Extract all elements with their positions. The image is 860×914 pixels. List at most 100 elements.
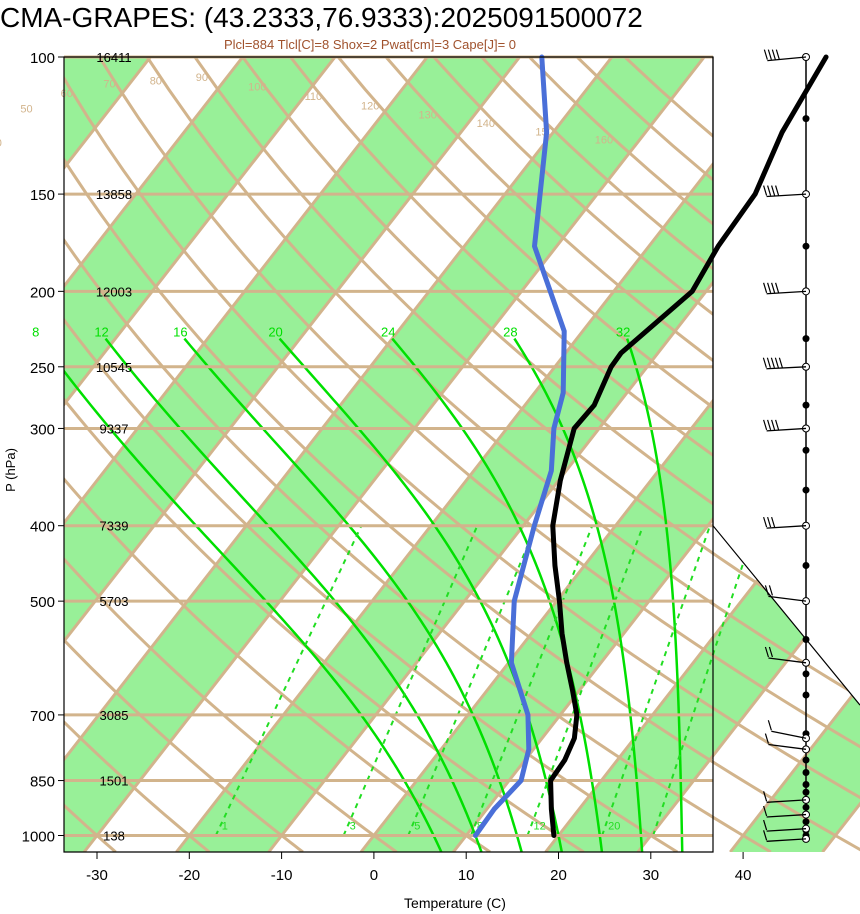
height-label: 16411 bbox=[96, 50, 131, 65]
wind-barb-feather bbox=[763, 282, 768, 293]
dry-adiabat-label: 140 bbox=[477, 118, 495, 130]
chart-title: CMA-GRAPES: (43.2333,76.9333):2025091500… bbox=[0, 2, 643, 33]
isotherm-band bbox=[64, 57, 520, 852]
wind-level-dot bbox=[802, 788, 810, 796]
y-tick-label: 500 bbox=[30, 594, 55, 611]
height-label: 3085 bbox=[100, 708, 129, 723]
dry-adiabat-label: 110 bbox=[305, 91, 323, 103]
mixing-ratio-label: 20 bbox=[608, 821, 620, 833]
wind-level-dot bbox=[802, 781, 810, 789]
moist-adiabat-label: 12 bbox=[94, 325, 108, 340]
wind-barb bbox=[766, 427, 807, 432]
mixing-ratio-label: 5 bbox=[414, 821, 420, 833]
moist-adiabat-label: 8 bbox=[32, 325, 39, 340]
dry-adiabat-label: 60 bbox=[61, 88, 73, 100]
wind-barb bbox=[768, 657, 807, 664]
height-label: 5703 bbox=[100, 594, 129, 609]
mixing-ratio-label: 3 bbox=[350, 821, 356, 833]
dry-adiabat-label: 80 bbox=[150, 75, 162, 87]
wind-barb-feather bbox=[775, 419, 780, 431]
dry-adiabat-label: 90 bbox=[196, 72, 208, 84]
wind-barb bbox=[768, 595, 807, 602]
wind-barb-feather bbox=[763, 805, 768, 817]
wind-barb-feather bbox=[763, 49, 768, 60]
wind-barb-feather bbox=[771, 185, 776, 196]
plot-frame bbox=[63, 56, 714, 853]
x-tick-label: -30 bbox=[86, 867, 108, 884]
wind-barb-feather bbox=[768, 585, 773, 596]
wind-barb bbox=[766, 799, 807, 803]
y-tick-label: 850 bbox=[30, 774, 55, 791]
height-label: 138 bbox=[103, 829, 125, 844]
wind-barb-feather bbox=[767, 282, 772, 293]
wind-barb bbox=[766, 525, 807, 529]
moist-adiabat bbox=[104, 337, 483, 852]
y-tick-label: 100 bbox=[30, 50, 55, 67]
y-axis-label: P (hPa) bbox=[3, 448, 18, 492]
moist-adiabat-label: 16 bbox=[173, 325, 187, 340]
isotherm-line bbox=[64, 57, 429, 852]
wind-barb-feather bbox=[764, 585, 769, 596]
isotherm-line bbox=[82, 57, 706, 852]
temperature-line bbox=[548, 54, 829, 839]
wind-level-dot bbox=[802, 401, 810, 409]
y-tick-label: 1000 bbox=[22, 829, 55, 846]
wind-barb-feather bbox=[771, 419, 776, 431]
isotherm-band bbox=[64, 57, 336, 852]
dry-adiabat bbox=[64, 57, 211, 852]
x-tick-label: 20 bbox=[550, 867, 567, 884]
wind-barb bbox=[766, 828, 807, 832]
dry-adiabat bbox=[64, 57, 860, 852]
x-tick-label: 40 bbox=[735, 867, 752, 884]
dry-adiabat bbox=[64, 57, 398, 852]
isotherm-line bbox=[729, 57, 860, 852]
wind-barb bbox=[771, 730, 807, 739]
wind-barb bbox=[768, 743, 807, 750]
dewpoint-line bbox=[472, 54, 567, 839]
height-label: 7339 bbox=[100, 519, 129, 534]
chart-subtitle: Plcl=884 Tlcl[C]=8 Shox=2 Pwat[cm]=3 Cap… bbox=[224, 37, 516, 52]
wind-barb-feather bbox=[766, 357, 771, 368]
dry-adiabat bbox=[64, 57, 679, 852]
isotherm-line bbox=[64, 57, 521, 852]
wind-barb-feather bbox=[763, 819, 768, 831]
wind-barb bbox=[766, 366, 807, 370]
wind-barb-feather bbox=[774, 357, 779, 368]
moist-adiabat bbox=[513, 337, 644, 852]
mixing-ratio-line bbox=[214, 525, 363, 836]
y-tick-label: 300 bbox=[30, 421, 55, 438]
wind-level-dot bbox=[802, 242, 810, 250]
height-label: 13858 bbox=[96, 187, 132, 202]
wind-level-dot bbox=[802, 486, 810, 494]
isotherm-line bbox=[64, 57, 337, 852]
x-tick-label: 10 bbox=[458, 867, 475, 884]
wind-barb bbox=[766, 193, 807, 198]
dry-adiabat bbox=[289, 57, 860, 852]
wind-barb-feather bbox=[771, 49, 776, 60]
wind-barb-feather bbox=[764, 733, 769, 744]
dry-adiabat-label: 50 bbox=[20, 103, 32, 115]
dry-adiabat-label: 120 bbox=[361, 100, 379, 112]
wind-barb-feather bbox=[767, 185, 772, 196]
wind-level-dot bbox=[802, 635, 810, 643]
y-tick-label: 200 bbox=[30, 284, 55, 301]
y-tick-label: 150 bbox=[30, 187, 55, 204]
moist-adiabat-label: 32 bbox=[616, 325, 630, 340]
wind-level-dot bbox=[802, 335, 810, 343]
height-label: 10545 bbox=[96, 360, 132, 375]
wind-barb-feather bbox=[775, 49, 780, 60]
wind-barb-feather bbox=[767, 49, 772, 60]
dry-adiabat-label: 130 bbox=[419, 109, 437, 121]
isotherm-line bbox=[64, 57, 244, 852]
wind-barb-feather bbox=[775, 185, 780, 196]
y-tick-label: 400 bbox=[30, 519, 55, 536]
height-label: 12003 bbox=[96, 284, 132, 299]
wind-level-dot bbox=[802, 115, 810, 123]
x-tick-label: 0 bbox=[370, 867, 378, 884]
wind-barb-feather bbox=[767, 720, 772, 731]
wind-barb-feather bbox=[763, 419, 768, 431]
wind-barb-feather bbox=[762, 357, 767, 368]
wind-barb bbox=[766, 813, 807, 818]
dry-adiabat-label: 40 bbox=[0, 137, 2, 149]
